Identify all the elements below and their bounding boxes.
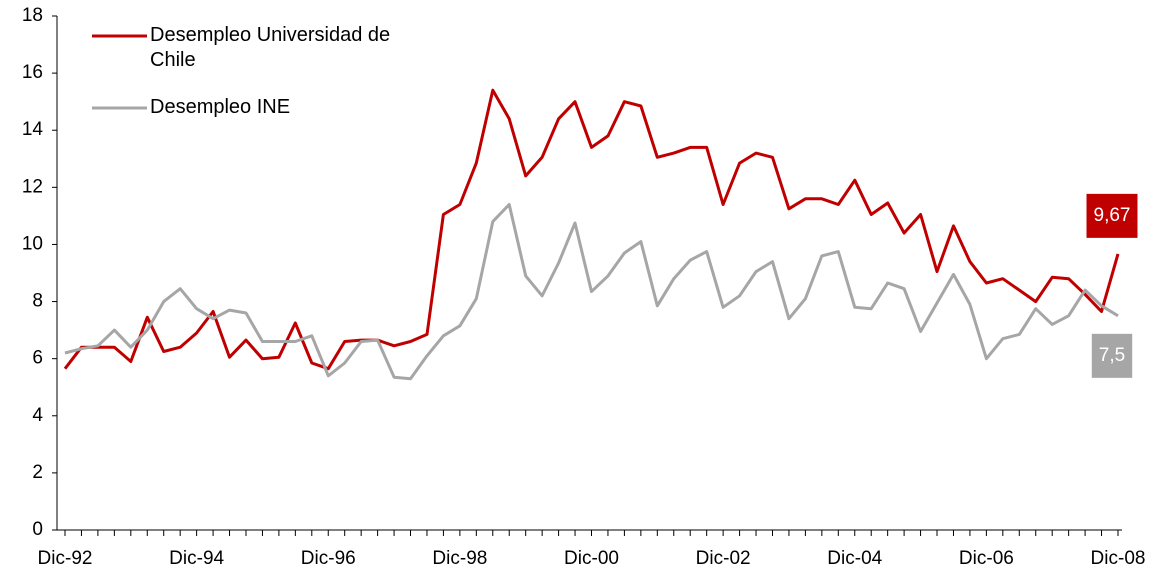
x-tick-label: Dic-00 — [564, 548, 619, 569]
data-line — [63, 88, 1120, 371]
y-tick-label: 8 — [32, 291, 43, 312]
x-tick-label: Dic-06 — [959, 548, 1014, 569]
y-tick-label: 2 — [32, 462, 43, 483]
y-tick-label: 10 — [22, 233, 43, 254]
y-tick-label: 0 — [32, 519, 43, 540]
x-tick-label: Dic-08 — [1091, 548, 1146, 569]
x-tick-label: Dic-02 — [696, 548, 751, 569]
y-tick-label: 6 — [32, 348, 43, 369]
value-label: 7,5 — [1099, 345, 1125, 366]
legend-label: Desempleo Universidad de Chile — [150, 24, 391, 71]
value-label-box — [1086, 193, 1138, 238]
x-tick-label: Dic-98 — [432, 548, 487, 569]
y-tick-label: 12 — [22, 176, 43, 197]
y-tick-label: 16 — [22, 62, 43, 83]
x-tick-label: Dic-96 — [301, 548, 356, 569]
y-tick-label: 18 — [22, 5, 43, 26]
x-tick-label: Dic-92 — [38, 548, 93, 569]
y-tick-label: 4 — [32, 405, 43, 426]
y-tick-label: 14 — [22, 119, 44, 140]
data-line — [64, 203, 1119, 381]
value-label-box — [1091, 333, 1133, 378]
x-tick-label: Dic-04 — [827, 548, 882, 569]
legend-label: Desempleo INE — [150, 96, 291, 118]
x-tick-label: Dic-94 — [169, 548, 224, 569]
value-label: 9,67 — [1094, 205, 1131, 226]
legend-lines — [92, 34, 147, 110]
